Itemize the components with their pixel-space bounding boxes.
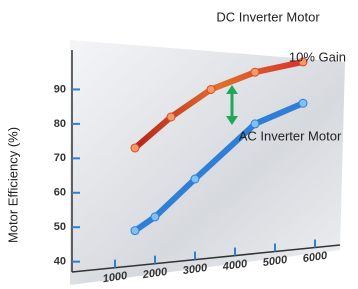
y-tick-label: 80 — [54, 118, 66, 130]
data-point — [299, 99, 307, 107]
annotation: 10% Gain — [289, 49, 346, 64]
data-point — [151, 213, 159, 221]
x-tick-label: 5000 — [262, 254, 289, 269]
x-tick-label: 3000 — [182, 262, 209, 277]
data-point — [207, 85, 215, 93]
data-point — [131, 144, 139, 152]
y-tick-label: 50 — [54, 221, 66, 233]
x-tick-label: 1000 — [102, 270, 129, 285]
x-tick-label: 6000 — [302, 250, 329, 265]
y-tick-label: 40 — [54, 256, 66, 268]
data-point — [251, 68, 259, 76]
x-tick-label: 4000 — [221, 258, 249, 274]
annotation: DC Inverter Motor — [216, 9, 320, 24]
y-tick-label: 90 — [54, 83, 66, 95]
chart: 40 50 60 70 80 90 1000 2000 3000 4000 5000 6000 DC … — [0, 0, 358, 289]
y-tick-label: 70 — [54, 152, 66, 164]
data-point — [251, 120, 259, 128]
x-tick-label: 2000 — [141, 266, 169, 282]
data-point — [167, 113, 175, 121]
annotation: AC Inverter Motor — [239, 128, 342, 143]
data-point — [131, 227, 139, 235]
data-point — [191, 175, 199, 183]
y-axis-label: Motor Efficiency (%) — [5, 127, 20, 243]
y-tick-label: 60 — [54, 187, 66, 199]
